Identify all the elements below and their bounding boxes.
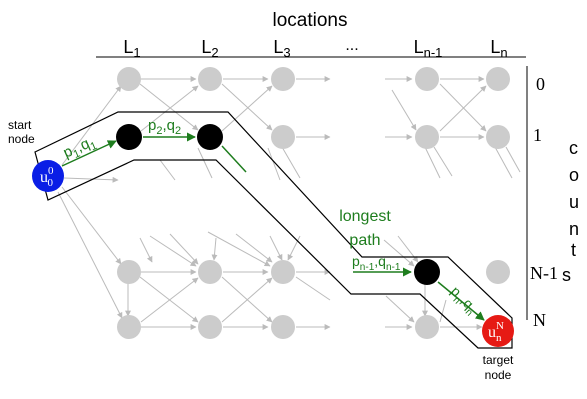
column-label-n: Ln — [490, 37, 507, 60]
grid-edge — [287, 235, 301, 261]
grid-edge — [221, 83, 273, 131]
column-label-1: L1 — [123, 37, 140, 60]
grid-edge — [221, 277, 273, 323]
path-edge-4 — [437, 281, 485, 321]
graph-node — [271, 67, 295, 91]
grid-edge — [235, 233, 273, 263]
target-node-token: uN n — [488, 320, 504, 344]
start-node — [32, 160, 64, 192]
graph-node — [198, 315, 222, 339]
grid-edge — [505, 146, 521, 173]
counts-letter-o: o — [569, 165, 579, 185]
graph-node — [117, 315, 141, 339]
grid-edge — [295, 276, 331, 301]
counts-letter-u: u — [569, 192, 579, 212]
column-label-n-minus-1: Ln-1 — [414, 37, 443, 60]
edge-label-2: p2,q2 — [148, 117, 181, 137]
column-label-ellipsis: ... — [345, 37, 358, 54]
grid-edge — [424, 146, 441, 179]
graph-node — [415, 67, 439, 91]
grid-edge — [139, 237, 153, 263]
column-gap-ellipsis: ... — [345, 71, 355, 85]
grid-edge — [221, 85, 273, 132]
path-node-n-1 — [414, 259, 440, 285]
path-edge-1 — [61, 140, 117, 167]
grid-edge — [139, 83, 199, 131]
grid-edge — [439, 83, 487, 132]
count-label-n-minus-1: N-1 — [530, 263, 558, 283]
grid-edge — [207, 231, 271, 267]
start-node-label-1: start — [8, 118, 32, 132]
graph-node — [117, 260, 141, 284]
grid-edge — [439, 85, 487, 132]
count-label-n: N — [533, 310, 546, 330]
grid-edge — [197, 147, 213, 179]
graph-node — [415, 125, 439, 149]
start-node-token: u0 0 — [40, 165, 54, 189]
counts-letter-c: c — [569, 138, 578, 158]
path-node-1 — [116, 124, 142, 150]
counts-letter-n: n — [569, 219, 579, 239]
graph-node — [198, 260, 222, 284]
grid-edge — [149, 235, 197, 267]
grid-edge — [63, 176, 119, 183]
start-node-label-2: node — [8, 132, 35, 146]
grid-edge — [391, 89, 417, 131]
grid-edge — [211, 237, 218, 261]
counts-letter-s: s — [562, 265, 571, 285]
grid-edge — [494, 146, 513, 179]
grid-edge — [159, 159, 176, 181]
graph-node — [486, 67, 510, 91]
grid-edge — [61, 186, 122, 265]
column-label-2: L2 — [201, 37, 218, 60]
grid-edge — [61, 85, 122, 166]
grid-edge — [439, 299, 447, 323]
grid-edge — [57, 191, 123, 319]
grid-edge — [397, 235, 419, 263]
column-label-3: L3 — [273, 37, 290, 60]
target-node-label-2: node — [485, 368, 512, 382]
grid-edge — [139, 276, 199, 323]
edge-layer — [57, 76, 521, 330]
graph-node — [415, 315, 439, 339]
grid-edge — [267, 147, 281, 181]
grid-edge — [140, 85, 199, 132]
grid-edge — [433, 146, 453, 177]
counts-letter-t: t — [571, 240, 576, 260]
target-node-label-1: target — [483, 353, 514, 367]
graph-node — [198, 67, 222, 91]
graph-node — [271, 125, 295, 149]
inactive-nodes — [117, 67, 510, 339]
grid-edge — [169, 233, 199, 265]
grid-edge — [269, 235, 283, 261]
graph-node — [271, 315, 295, 339]
path-edge-continue — [221, 145, 247, 173]
count-label-1: 1 — [533, 125, 542, 145]
graph-node — [271, 260, 295, 284]
graph-node — [486, 125, 510, 149]
graph-node — [486, 260, 510, 284]
edge-label-n-minus-1: pn-1,qn-1 — [352, 253, 401, 273]
longest-path-outline — [34, 111, 513, 349]
header-title: locations — [273, 10, 348, 31]
longest-path-label-2: path — [349, 232, 380, 249]
target-node — [482, 315, 514, 347]
grid-edge — [140, 277, 199, 323]
longest-path-label-1: longest — [339, 208, 391, 225]
grid-edge — [385, 295, 415, 323]
count-label-0: 0 — [536, 74, 545, 94]
grid-edge — [281, 146, 301, 179]
grid-edge — [383, 239, 415, 267]
graph-node — [117, 67, 141, 91]
path-node-2 — [197, 124, 223, 150]
